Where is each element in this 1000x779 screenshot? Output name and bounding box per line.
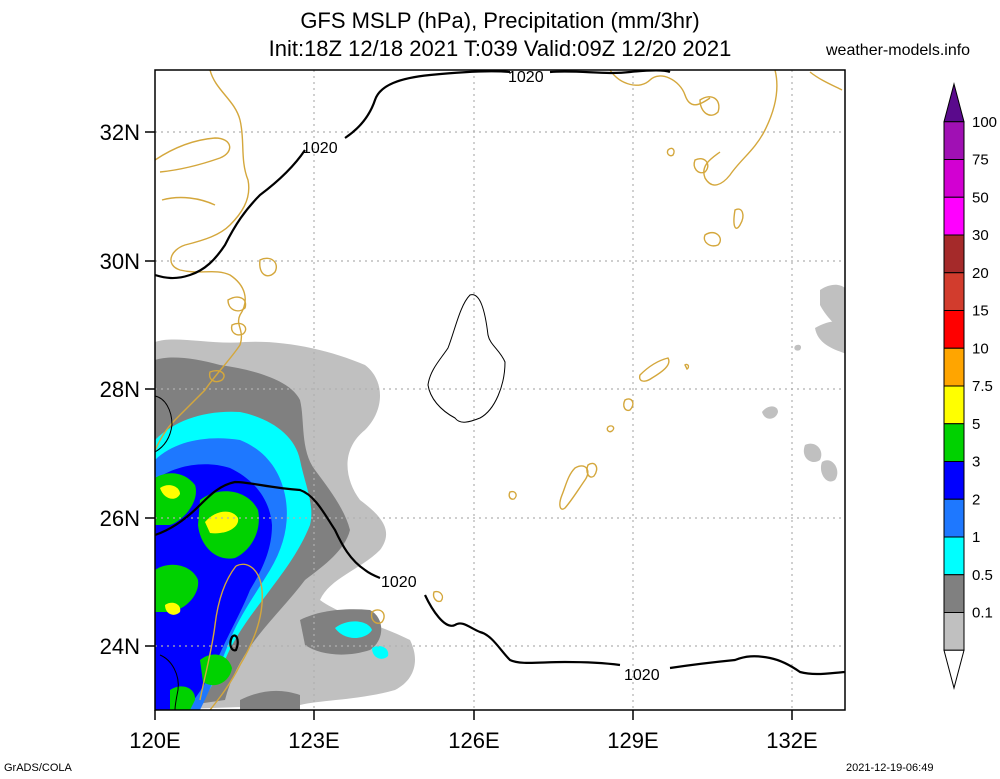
legend-level-label: 0.5 bbox=[972, 567, 993, 584]
lat-label: 26N bbox=[100, 506, 140, 531]
plot-frame bbox=[154, 69, 846, 711]
precip-legend: 100 75 50 30 20 15 10 7.5 5 3 2 1 0.5 0.1 bbox=[943, 82, 997, 690]
isobar-label: 1020 bbox=[624, 667, 660, 684]
source-site: weather-models.info bbox=[826, 42, 971, 59]
legend-level-label: 0.1 bbox=[972, 605, 993, 622]
lon-label: 126E bbox=[448, 728, 499, 753]
legend-swatch bbox=[943, 649, 965, 690]
legend-level-label: 50 bbox=[972, 189, 989, 206]
lon-label: 120E bbox=[129, 728, 180, 753]
legend-swatch bbox=[943, 272, 965, 311]
coastline bbox=[155, 70, 843, 710]
legend-level-label: 75 bbox=[972, 152, 989, 169]
legend-swatch bbox=[943, 234, 965, 274]
legend-swatch bbox=[943, 461, 965, 500]
lon-label: 129E bbox=[607, 728, 658, 753]
precip-yellow bbox=[160, 485, 239, 615]
map-title-line1: GFS MSLP (hPa), Precipitation (mm/3hr) bbox=[300, 8, 700, 33]
legend-swatch bbox=[943, 310, 965, 349]
legend-level-label: 2 bbox=[972, 491, 980, 508]
legend-level-label: 7.5 bbox=[972, 378, 993, 395]
isobar-label: 1020 bbox=[508, 69, 544, 86]
legend-level-label: 10 bbox=[972, 340, 989, 357]
axis-ticks bbox=[145, 131, 793, 720]
legend-swatch bbox=[943, 385, 965, 425]
isobar-label: 1020 bbox=[381, 574, 417, 591]
legend-swatch bbox=[943, 423, 965, 462]
legend-level-label: 30 bbox=[972, 227, 989, 244]
isobar-label: 1020 bbox=[302, 140, 338, 157]
legend-level-label: 15 bbox=[972, 303, 989, 320]
legend-swatch bbox=[943, 159, 965, 198]
legend-level-label: 3 bbox=[972, 454, 980, 471]
lat-label: 32N bbox=[100, 120, 140, 145]
legend-swatch bbox=[943, 347, 965, 387]
footer-timestamp: 2021-12-19-06:49 bbox=[846, 762, 934, 774]
lat-label: 28N bbox=[100, 377, 140, 402]
legend-swatch bbox=[943, 82, 965, 123]
footer-software: GrADS/COLA bbox=[4, 762, 72, 774]
map-plot-area bbox=[155, 70, 845, 710]
legend-swatch bbox=[943, 196, 965, 236]
legend-level-label: 20 bbox=[972, 265, 989, 282]
lon-label: 123E bbox=[288, 728, 339, 753]
legend-level-label: 5 bbox=[972, 416, 980, 433]
legend-swatch bbox=[943, 612, 965, 651]
legend-swatch bbox=[943, 574, 965, 613]
legend-level-label: 100 bbox=[972, 114, 997, 131]
map-title-line2: Init:18Z 12/18 2021 T:039 Valid:09Z 12/2… bbox=[268, 36, 732, 61]
island-outline bbox=[155, 294, 506, 710]
lat-label: 24N bbox=[100, 634, 140, 659]
lat-lon-grid bbox=[155, 70, 845, 710]
legend-swatch bbox=[943, 121, 965, 160]
legend-swatch bbox=[943, 536, 965, 576]
lat-label: 30N bbox=[100, 249, 140, 274]
lon-label: 132E bbox=[766, 728, 817, 753]
isobar-contours bbox=[155, 70, 845, 676]
legend-swatch bbox=[943, 498, 965, 538]
legend-level-label: 1 bbox=[972, 529, 980, 546]
